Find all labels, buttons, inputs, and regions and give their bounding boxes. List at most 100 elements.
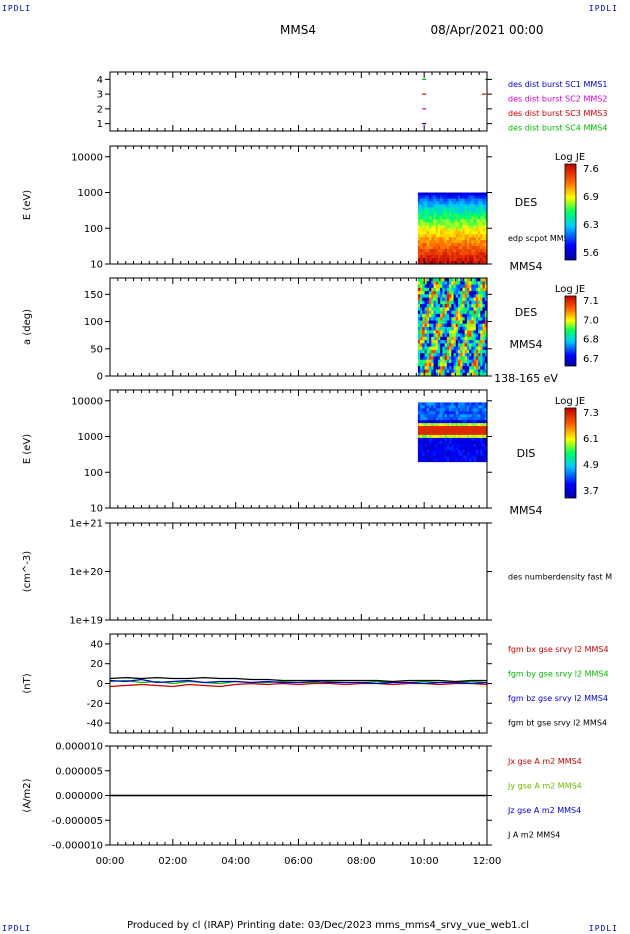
pitch-angle-cell xyxy=(451,327,455,331)
pitch-angle-cell xyxy=(433,297,437,302)
spectrogram-cell xyxy=(462,231,466,235)
spectrogram-cell xyxy=(453,225,457,229)
spectrogram-cell xyxy=(417,426,421,430)
pitch-angle-cell xyxy=(442,343,446,348)
spectrogram-cell xyxy=(446,252,450,256)
pitch-angle-cell xyxy=(444,362,448,367)
spectrogram-cell xyxy=(460,237,463,241)
pitch-angle-cell xyxy=(422,313,426,318)
pitch-angle-cell xyxy=(478,291,481,295)
pitch-angle-cell xyxy=(417,356,421,361)
pitch-angle-cell xyxy=(417,317,421,322)
colorbar xyxy=(564,295,577,367)
pitch-angle-cell xyxy=(440,300,443,305)
pitch-angle-cell xyxy=(462,366,466,371)
pitch-angle-cell xyxy=(429,307,432,312)
pitch-angle-cell xyxy=(424,349,428,354)
spectrogram-cell xyxy=(464,417,468,421)
spectrogram-cell xyxy=(475,195,479,200)
spectrogram-cell xyxy=(453,405,457,409)
spectrogram-cell xyxy=(478,228,481,232)
pitch-angle-cell xyxy=(458,369,461,374)
pitch-angle-cell xyxy=(446,346,450,351)
pitch-angle-cell xyxy=(426,287,430,292)
pitch-angle-cell xyxy=(482,317,486,322)
pitch-angle-cell xyxy=(462,362,466,367)
spectrogram-cell xyxy=(433,246,437,250)
pitch-angle-cell xyxy=(424,330,428,335)
spectrogram-cell xyxy=(451,455,455,460)
pitch-angle-cell xyxy=(449,310,452,315)
pitch-angle-cell xyxy=(475,291,479,295)
spectrogram-cell xyxy=(442,240,446,244)
pitch-angle-cell xyxy=(442,284,446,289)
pitch-angle-cell xyxy=(458,356,461,361)
pitch-angle-cell xyxy=(440,284,443,289)
legend-entry: des dist burst SC1 MMS1 xyxy=(508,80,607,89)
pitch-angle-cell xyxy=(460,359,463,364)
spectrogram-cell xyxy=(484,414,488,418)
pitch-angle-cell xyxy=(429,294,432,299)
pitch-angle-cell xyxy=(471,310,475,315)
spectrogram-cell xyxy=(455,219,459,223)
spectrogram-cell xyxy=(458,204,461,208)
spectrogram-cell xyxy=(420,423,423,427)
spectrogram-cell xyxy=(473,434,477,439)
spectrogram-cell xyxy=(480,434,484,439)
pitch-angle-cell xyxy=(426,291,430,295)
pitch-angle-cell xyxy=(466,284,470,289)
pitch-angle-cell xyxy=(480,323,484,328)
pitch-angle-cell xyxy=(422,294,426,299)
pitch-angle-cell xyxy=(484,333,488,338)
spectrogram-cell xyxy=(435,455,439,460)
spectrogram-cell xyxy=(449,225,452,229)
pitch-angle-cell xyxy=(435,278,439,282)
spectrogram-cell xyxy=(462,207,466,211)
pitch-angle-cell xyxy=(484,336,488,341)
pitch-angle-cell xyxy=(458,340,461,344)
plot-title: MMS4 xyxy=(280,23,316,37)
spectrogram-cell xyxy=(420,255,423,259)
pitch-angle-cell xyxy=(462,284,466,289)
spectrogram-cell xyxy=(431,423,435,427)
pitch-angle-cell xyxy=(478,327,481,331)
spectrogram-cell xyxy=(453,408,457,412)
spectrogram-cell xyxy=(471,219,475,223)
pitch-angle-cell xyxy=(453,284,457,289)
pitch-angle-cell xyxy=(442,369,446,374)
pitch-angle-cell xyxy=(484,287,488,292)
pitch-angle-cell xyxy=(433,278,437,282)
spectrogram-cell xyxy=(480,420,484,424)
spectrogram-cell xyxy=(473,195,477,200)
pitch-angle-cell xyxy=(446,362,450,367)
spectrogram-cell xyxy=(462,201,466,205)
spectrogram-cell xyxy=(426,437,430,442)
spectrogram-cell xyxy=(482,440,486,445)
spectrogram-cell xyxy=(437,452,441,457)
spectrogram-cell xyxy=(426,452,430,457)
pitch-angle-cell xyxy=(462,317,466,322)
spectrogram-cell xyxy=(453,237,457,241)
spectrogram-cell xyxy=(446,195,450,200)
spectrogram-cell xyxy=(473,243,477,247)
pitch-angle-cell xyxy=(482,291,486,295)
pitch-angle-cell xyxy=(420,356,423,361)
pitch-angle-cell xyxy=(422,300,426,305)
spectrogram-cell xyxy=(473,449,477,454)
pitch-angle-cell xyxy=(458,353,461,357)
spectrogram-cell xyxy=(466,423,470,427)
spectrogram-cell xyxy=(444,261,448,265)
spectrogram-cell xyxy=(460,414,463,418)
spectrogram-cell xyxy=(429,225,432,229)
spectrogram-cell xyxy=(420,240,423,244)
spectrogram-cell xyxy=(458,240,461,244)
pitch-angle-cell xyxy=(484,340,488,344)
pitch-angle-cell xyxy=(437,340,441,344)
pitch-angle-cell xyxy=(451,294,455,299)
spectrogram-cell xyxy=(464,411,468,415)
spectrogram-cell xyxy=(475,240,479,244)
spectrogram-cell xyxy=(429,246,432,250)
spectrogram-cell xyxy=(426,216,430,220)
pitch-angle-cell xyxy=(464,330,468,335)
spectrogram-cell xyxy=(466,252,470,256)
